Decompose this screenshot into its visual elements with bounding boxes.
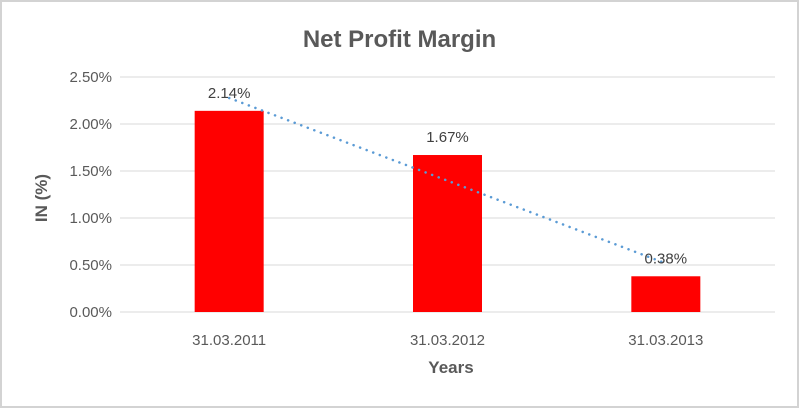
bar — [194, 110, 264, 312]
data-label: 0.38% — [645, 250, 688, 267]
y-tick-label: 2.00% — [69, 116, 112, 133]
y-tick-label: 2.50% — [69, 69, 112, 86]
data-label: 2.14% — [208, 85, 251, 102]
category-label: 31.03.2013 — [628, 332, 703, 349]
category-label: 31.03.2011 — [192, 332, 266, 349]
y-tick-label: 0.00% — [69, 304, 112, 321]
bar — [413, 155, 482, 312]
y-tick-label: 1.50% — [69, 163, 112, 180]
data-label: 1.67% — [426, 129, 469, 146]
y-tick-label: 1.00% — [69, 210, 112, 227]
trendline — [227, 96, 668, 265]
category-label: 31.03.2012 — [410, 332, 485, 349]
bar — [631, 276, 701, 312]
x-axis-title: Years — [428, 358, 474, 377]
y-tick-label: 0.50% — [69, 257, 112, 274]
chart-title: Net Profit Margin — [302, 26, 497, 53]
